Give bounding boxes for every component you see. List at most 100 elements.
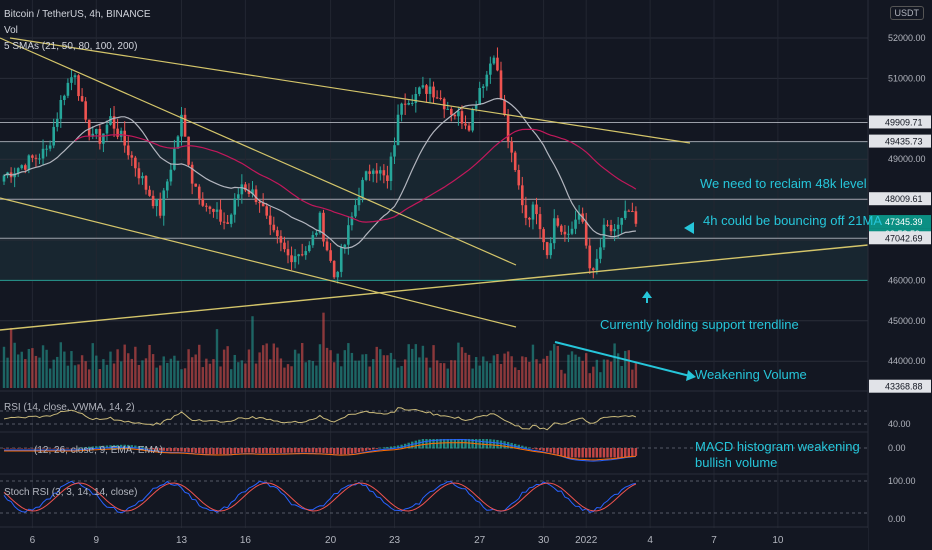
candle-body <box>205 205 208 207</box>
volume-bar <box>244 363 247 388</box>
macd-histogram-bar <box>613 448 616 458</box>
candle-body <box>616 224 620 229</box>
candle-body <box>457 111 460 117</box>
candle-body <box>336 271 339 278</box>
volume-bar <box>609 361 613 388</box>
macd-histogram-bar <box>88 446 91 449</box>
macd-histogram-bar <box>535 448 538 450</box>
time-tick-label: 4 <box>647 535 653 546</box>
macd-histogram-bar <box>169 448 173 452</box>
volume-bar <box>613 343 616 388</box>
candle-body <box>229 214 233 224</box>
candle-body <box>137 168 141 179</box>
volume-bar <box>130 358 133 388</box>
macd-histogram-bar <box>531 448 535 449</box>
volume-bar <box>325 347 329 388</box>
macd-histogram-bar <box>521 445 524 449</box>
price-label: 43368.88 <box>885 382 923 392</box>
macd-histogram-bar <box>386 446 389 449</box>
macd-histogram-bar <box>389 446 393 449</box>
macd-histogram-bar <box>542 448 545 451</box>
volume-bar <box>407 344 410 388</box>
candle-body <box>474 104 478 109</box>
currency-badge[interactable]: USDT <box>889 6 924 20</box>
candle-body <box>222 221 226 223</box>
volume-bar <box>368 366 371 388</box>
volume-bar <box>183 368 187 388</box>
macd-histogram-bar <box>602 448 606 458</box>
sma-21-line <box>3 97 636 249</box>
volume-bar <box>247 349 251 388</box>
volume-bar <box>109 351 112 388</box>
candle-body <box>311 235 315 246</box>
candle-body <box>485 74 489 87</box>
candle-body <box>87 119 91 136</box>
candle-body <box>446 108 450 110</box>
volume-bar <box>514 367 517 388</box>
volume-bar <box>166 362 169 388</box>
volume-bar <box>180 369 183 388</box>
macd-histogram-bar <box>545 448 549 452</box>
price-label-box <box>869 192 931 206</box>
volume-bar <box>144 358 148 388</box>
symbol-title: Bitcoin / TetherUS, 4h, BINANCE <box>4 9 151 20</box>
macd-histogram-bar <box>251 448 254 453</box>
macd-histogram-bar <box>297 448 300 453</box>
macd-histogram-bar <box>17 448 20 449</box>
volume-bar <box>517 369 520 388</box>
macd-histogram-bar <box>123 444 126 449</box>
candle-body <box>560 225 563 232</box>
macd-histogram-bar <box>382 447 386 449</box>
stoch-k-line <box>3 480 637 514</box>
annotation-macd-2: bullish volume <box>695 455 778 470</box>
volume-bar <box>198 344 201 388</box>
candle-body <box>521 185 524 206</box>
volume-bar <box>503 353 506 388</box>
candle-body <box>215 209 219 212</box>
candle-body <box>496 57 499 71</box>
volume-bar <box>251 316 254 388</box>
candle-body <box>442 98 446 110</box>
candle-body <box>272 224 276 231</box>
volume-bar <box>379 349 382 388</box>
volume-bar <box>467 354 471 388</box>
candle-body <box>545 242 549 256</box>
candle-body <box>119 130 123 137</box>
volume-bar <box>318 344 322 388</box>
macd-histogram-bar <box>329 448 332 454</box>
volume-bar <box>389 352 393 388</box>
volume-bar <box>272 343 275 388</box>
bounce-left-arrow <box>684 222 694 234</box>
volume-bar <box>148 344 151 388</box>
volume-bar <box>329 350 332 388</box>
candle-body <box>524 205 528 218</box>
macd-histogram-bar <box>2 448 6 449</box>
candle-body <box>166 181 169 191</box>
macd-histogram-bar <box>52 448 55 449</box>
macd-histogram-bar <box>308 448 311 453</box>
volume-bar <box>73 365 77 388</box>
indicator-tick-label: 0.00 <box>888 443 906 453</box>
macd-histogram-bar <box>396 445 400 449</box>
macd-histogram-bar <box>439 439 442 449</box>
volume-bar <box>45 349 48 388</box>
volume-bar <box>386 355 389 388</box>
macd-histogram-bar <box>609 448 613 458</box>
macd-histogram-bar <box>102 445 105 449</box>
macd-histogram-bar <box>443 439 446 449</box>
candle-body <box>112 116 116 129</box>
annotation-support: Currently holding support trendline <box>600 317 799 332</box>
volume-bar <box>496 354 499 388</box>
macd-histogram-bar <box>109 445 112 449</box>
candle-body <box>247 190 251 194</box>
volume-bar <box>485 361 488 388</box>
volume-bar <box>567 354 570 388</box>
volume-bar <box>276 347 279 388</box>
candle-body <box>368 171 371 174</box>
volume-bar <box>13 342 16 388</box>
candle-body <box>31 155 34 158</box>
candle-body <box>77 75 80 97</box>
candle-body <box>396 114 400 146</box>
candle-body <box>315 232 318 236</box>
